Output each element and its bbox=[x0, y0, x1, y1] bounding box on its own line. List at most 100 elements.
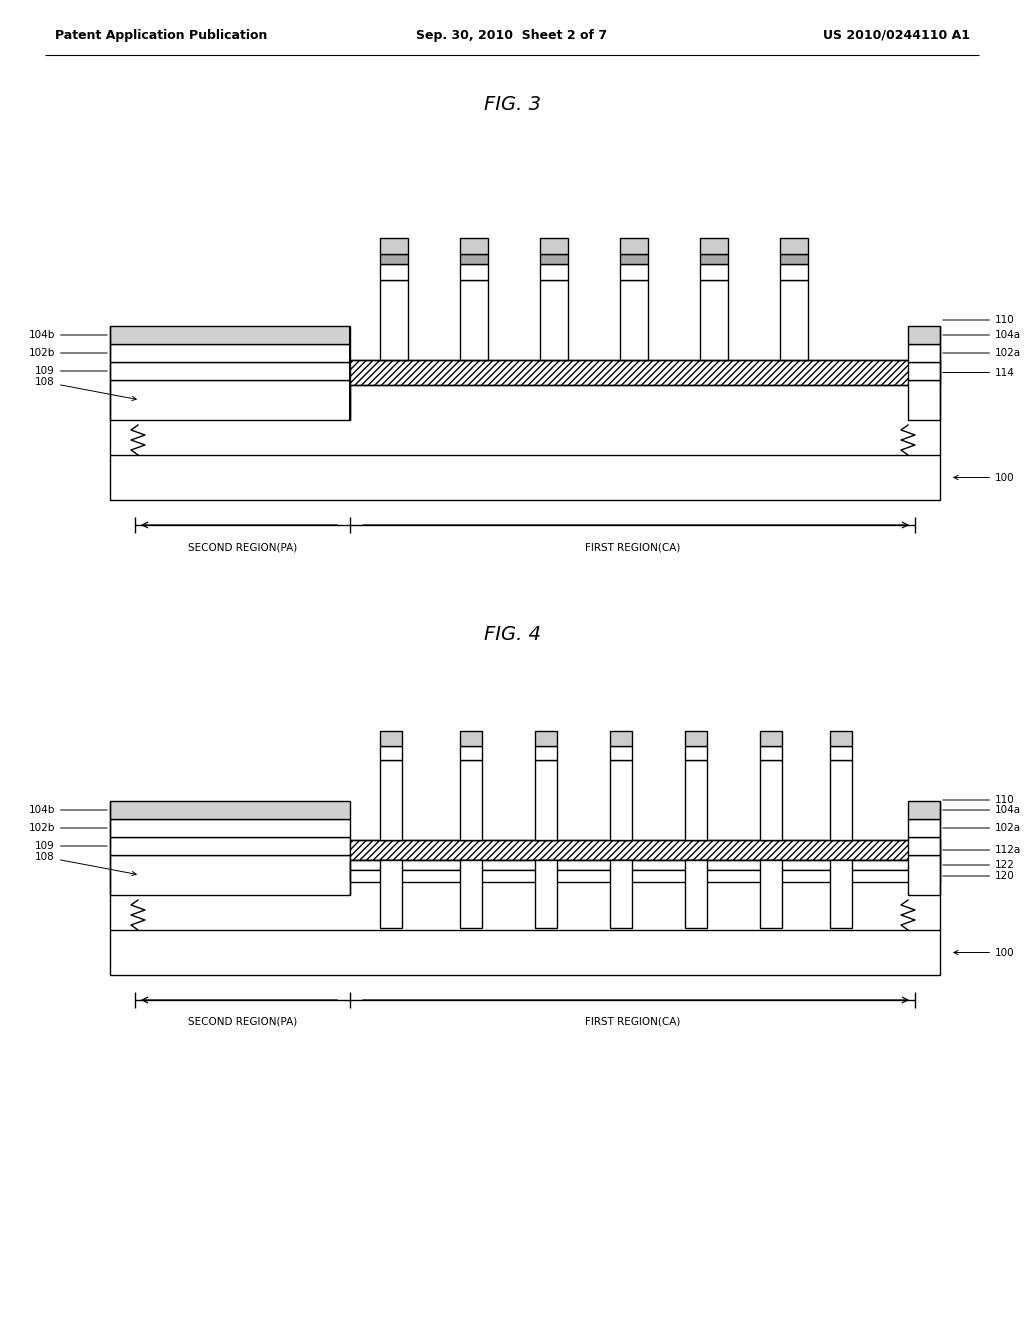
Bar bbox=[908, 801, 940, 818]
Bar bbox=[110, 855, 350, 895]
Bar bbox=[830, 746, 852, 760]
Text: FIG. 4: FIG. 4 bbox=[483, 626, 541, 644]
Text: 104b: 104b bbox=[29, 805, 108, 814]
Bar bbox=[110, 455, 940, 500]
Text: 109: 109 bbox=[35, 366, 108, 376]
Bar bbox=[908, 362, 940, 380]
Bar bbox=[830, 760, 852, 840]
Bar bbox=[700, 238, 728, 253]
Bar bbox=[460, 264, 488, 280]
Text: 122: 122 bbox=[943, 861, 1015, 870]
Bar bbox=[540, 253, 568, 264]
Bar bbox=[460, 238, 488, 253]
Text: 104a: 104a bbox=[943, 330, 1021, 341]
Text: 114: 114 bbox=[943, 367, 1015, 378]
Bar bbox=[610, 746, 632, 760]
Bar bbox=[350, 360, 940, 385]
Bar bbox=[620, 280, 648, 360]
Text: 104b: 104b bbox=[29, 330, 108, 341]
Bar bbox=[610, 731, 632, 746]
Bar bbox=[380, 264, 408, 280]
Bar bbox=[110, 380, 350, 420]
Bar bbox=[830, 731, 852, 746]
Text: US 2010/0244110 A1: US 2010/0244110 A1 bbox=[823, 29, 970, 41]
Bar bbox=[350, 840, 940, 861]
Bar bbox=[760, 861, 782, 928]
Bar bbox=[760, 760, 782, 840]
Bar bbox=[380, 746, 402, 760]
Bar bbox=[380, 238, 408, 253]
Text: 108: 108 bbox=[35, 851, 136, 875]
Bar bbox=[760, 746, 782, 760]
Text: 109: 109 bbox=[35, 841, 108, 851]
Bar bbox=[380, 760, 402, 840]
Bar bbox=[110, 326, 350, 345]
Bar bbox=[380, 731, 402, 746]
Text: Patent Application Publication: Patent Application Publication bbox=[55, 29, 267, 41]
Bar bbox=[535, 760, 557, 840]
Bar bbox=[908, 818, 940, 837]
Bar bbox=[110, 362, 350, 380]
Bar bbox=[535, 746, 557, 760]
Bar bbox=[110, 837, 350, 855]
Bar bbox=[540, 264, 568, 280]
Bar bbox=[908, 380, 940, 420]
Bar bbox=[620, 264, 648, 280]
Bar bbox=[908, 345, 940, 362]
Bar bbox=[760, 731, 782, 746]
Text: 120: 120 bbox=[943, 871, 1015, 880]
Bar bbox=[620, 238, 648, 253]
Bar bbox=[540, 280, 568, 360]
Bar bbox=[460, 253, 488, 264]
Bar bbox=[350, 870, 940, 882]
Text: 110: 110 bbox=[943, 795, 1015, 805]
Bar bbox=[380, 861, 402, 928]
Bar bbox=[830, 861, 852, 928]
Bar bbox=[700, 253, 728, 264]
Text: FIG. 3: FIG. 3 bbox=[483, 95, 541, 115]
Text: SECOND REGION(PA): SECOND REGION(PA) bbox=[187, 543, 297, 552]
Bar bbox=[460, 731, 482, 746]
Bar bbox=[460, 746, 482, 760]
Bar bbox=[685, 861, 707, 928]
Bar bbox=[908, 855, 940, 895]
Bar bbox=[700, 280, 728, 360]
Bar bbox=[110, 818, 350, 837]
Bar bbox=[780, 238, 808, 253]
Bar bbox=[685, 731, 707, 746]
Text: 100: 100 bbox=[954, 473, 1015, 483]
Bar bbox=[540, 238, 568, 253]
Text: 112a: 112a bbox=[943, 845, 1021, 855]
Bar bbox=[535, 731, 557, 746]
Text: 102b: 102b bbox=[29, 822, 108, 833]
Text: 100: 100 bbox=[954, 948, 1015, 957]
Text: Sep. 30, 2010  Sheet 2 of 7: Sep. 30, 2010 Sheet 2 of 7 bbox=[417, 29, 607, 41]
Text: 110: 110 bbox=[943, 315, 1015, 325]
Bar bbox=[350, 861, 940, 870]
Text: FIRST REGION(CA): FIRST REGION(CA) bbox=[585, 543, 680, 552]
Text: 108: 108 bbox=[35, 378, 136, 400]
Bar bbox=[780, 253, 808, 264]
Bar bbox=[460, 861, 482, 928]
Bar bbox=[110, 345, 350, 362]
Bar bbox=[460, 280, 488, 360]
Text: 104a: 104a bbox=[943, 805, 1021, 814]
Bar bbox=[620, 253, 648, 264]
Bar bbox=[110, 931, 940, 975]
Bar bbox=[610, 861, 632, 928]
Bar bbox=[908, 326, 940, 345]
Bar bbox=[908, 837, 940, 855]
Text: 102b: 102b bbox=[29, 348, 108, 358]
Bar bbox=[610, 760, 632, 840]
Bar bbox=[535, 861, 557, 928]
Text: SECOND REGION(PA): SECOND REGION(PA) bbox=[187, 1016, 297, 1027]
Bar bbox=[685, 746, 707, 760]
Text: 102a: 102a bbox=[943, 822, 1021, 833]
Bar bbox=[380, 253, 408, 264]
Bar bbox=[780, 264, 808, 280]
Bar bbox=[380, 280, 408, 360]
Text: 102a: 102a bbox=[943, 348, 1021, 358]
Bar bbox=[110, 801, 350, 818]
Bar bbox=[460, 760, 482, 840]
Text: FIRST REGION(CA): FIRST REGION(CA) bbox=[585, 1016, 680, 1027]
